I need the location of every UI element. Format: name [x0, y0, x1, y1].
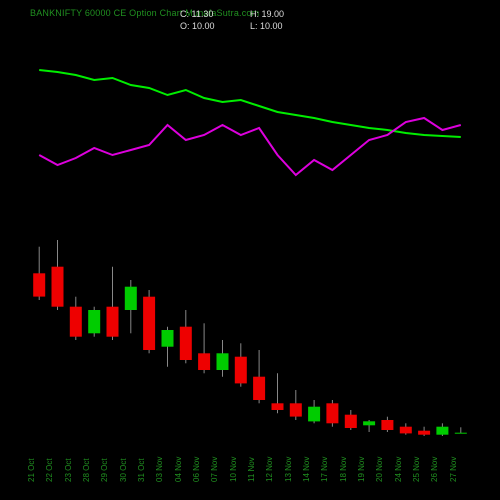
candle-bull	[162, 330, 174, 347]
x-axis-label: 10 Nov	[229, 457, 238, 482]
candle-bear	[70, 307, 82, 337]
chart-container: { "meta": { "title": "BANKNIFTY 60000 CE…	[0, 0, 500, 500]
x-axis-label: 28 Oct	[82, 458, 91, 482]
open-label: O:	[180, 21, 190, 31]
chart-svg	[30, 40, 470, 440]
x-axis-label: 31 Oct	[137, 458, 146, 482]
x-axis-label: 19 Nov	[357, 457, 366, 482]
candle-bear	[272, 403, 284, 410]
open-value: 10.00	[192, 21, 215, 31]
candle-bull	[436, 427, 448, 435]
x-axis-label: 07 Nov	[210, 457, 219, 482]
candle-bull	[308, 407, 320, 422]
candle-bear	[345, 415, 357, 428]
x-axis-label: 23 Oct	[64, 458, 73, 482]
x-axis-label: 13 Nov	[284, 457, 293, 482]
candle-bear	[253, 377, 265, 400]
high-label: H:	[250, 9, 259, 19]
ohlc-readout: C: 11.30 H: 19.00 O: 10.00 L: 10.00	[180, 8, 320, 32]
x-axis-label: 17 Nov	[320, 457, 329, 482]
candle-bear	[290, 403, 302, 416]
candle-bear	[235, 357, 247, 384]
candle-bull	[455, 433, 467, 434]
candle-bull	[125, 287, 137, 310]
candle-bear	[400, 427, 412, 434]
candle-bear	[33, 273, 45, 296]
candle-bear	[418, 431, 430, 435]
x-axis-label: 12 Nov	[265, 457, 274, 482]
x-axis-label: 29 Oct	[100, 458, 109, 482]
x-axis-label: 20 Nov	[375, 457, 384, 482]
high-value: 19.00	[262, 9, 285, 19]
x-axis-label: 21 Oct	[27, 458, 36, 482]
candle-bear	[326, 403, 338, 423]
x-axis-label: 30 Oct	[119, 458, 128, 482]
candle-bull	[88, 310, 100, 333]
x-axis-label: 04 Nov	[174, 457, 183, 482]
candle-bear	[143, 297, 155, 350]
close-label: C:	[180, 9, 189, 19]
x-axis-label: 11 Nov	[247, 457, 256, 482]
low-value: 10.00	[260, 21, 283, 31]
x-axis-label: 14 Nov	[302, 457, 311, 482]
x-axis-label: 24 Nov	[394, 457, 403, 482]
candle-bull	[363, 421, 375, 425]
candle-bear	[180, 327, 192, 360]
candle-bear	[381, 420, 393, 430]
x-axis-labels: 21 Oct 22 Oct 23 Oct 28 Oct 29 Oct 30 Oct 31 O…	[30, 442, 470, 492]
x-axis-label: 03 Nov	[155, 457, 164, 482]
candle-bear	[107, 307, 119, 337]
x-axis-label: 26 Nov	[430, 457, 439, 482]
indicator-line	[39, 118, 461, 175]
candle-bull	[217, 353, 229, 370]
candle-bear	[52, 267, 64, 307]
x-axis-label: 22 Oct	[45, 458, 54, 482]
x-axis-label: 27 Nov	[449, 457, 458, 482]
x-axis-label: 06 Nov	[192, 457, 201, 482]
x-axis-label: 25 Nov	[412, 457, 421, 482]
candle-bear	[198, 353, 210, 370]
chart-plot-area	[30, 40, 470, 440]
x-axis-label: 18 Nov	[339, 457, 348, 482]
low-label: L:	[250, 21, 258, 31]
close-value: 11.30	[192, 9, 214, 19]
